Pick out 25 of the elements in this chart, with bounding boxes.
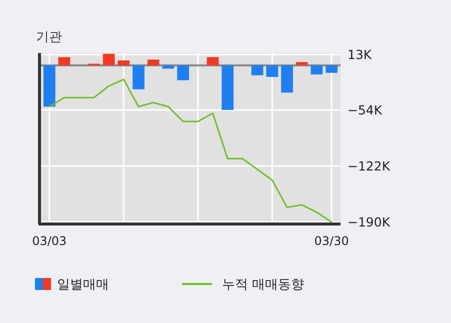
bar (102, 54, 115, 66)
y-tick-label: −190K (348, 214, 391, 230)
legend-label: 일별매매 (57, 278, 109, 293)
legend-label: 누적 매매동향 (222, 278, 304, 293)
bar (58, 57, 70, 66)
bar (326, 65, 338, 73)
bar (206, 57, 219, 66)
line-series (48, 78, 332, 223)
bar (310, 65, 323, 74)
y-tick-label: −54K (348, 102, 383, 118)
bar (296, 62, 308, 66)
chart-title: 기관 (36, 30, 62, 45)
bar (281, 65, 293, 93)
bar (251, 65, 264, 76)
bar (266, 65, 278, 77)
bar (118, 60, 130, 66)
x-tick-label: 03/03 (32, 234, 67, 248)
y-tick-label: 13K (348, 47, 372, 62)
bar (177, 65, 190, 80)
bar (222, 65, 234, 110)
y-tick-label: −122K (348, 158, 391, 174)
bar (132, 65, 144, 90)
bar (43, 65, 56, 107)
x-tick-label: 03/30 (314, 234, 349, 248)
bar (147, 60, 160, 66)
